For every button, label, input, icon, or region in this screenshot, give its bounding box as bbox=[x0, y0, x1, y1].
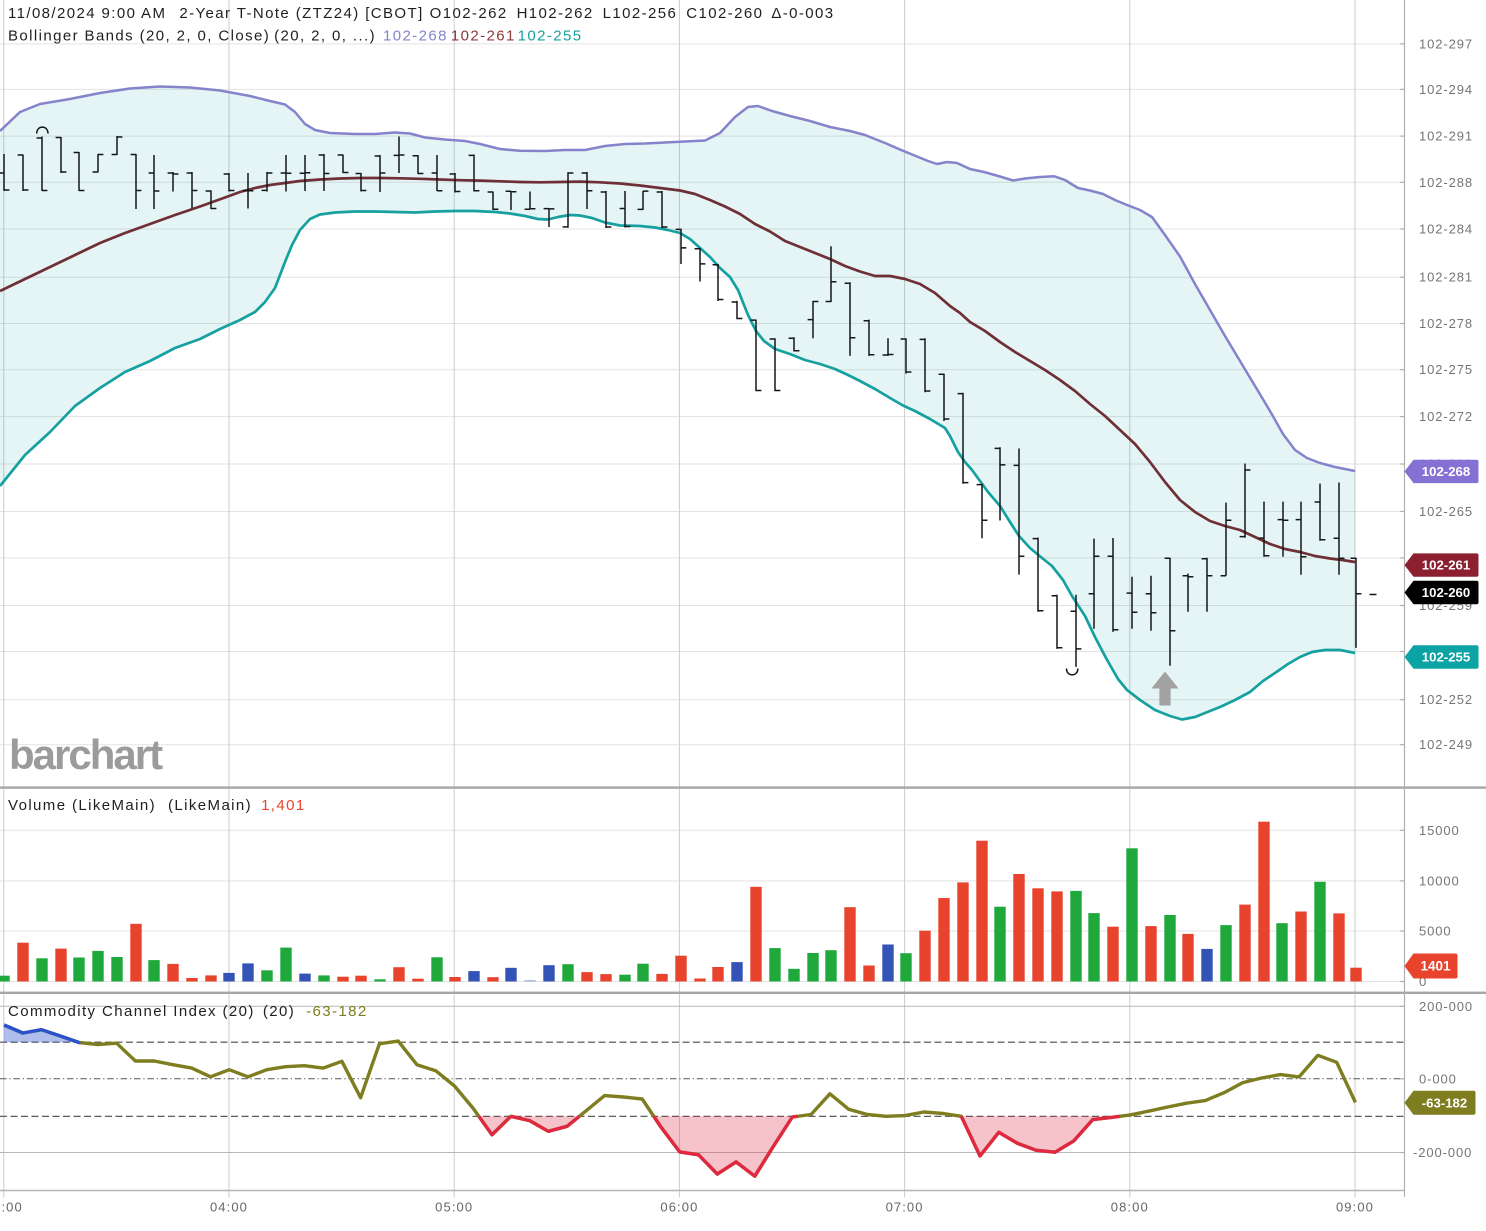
svg-text:102-272: 102-272 bbox=[1419, 409, 1473, 424]
svg-text:1401: 1401 bbox=[1420, 959, 1451, 974]
svg-text:10000: 10000 bbox=[1419, 873, 1460, 888]
svg-text:Commodity Channel Index (20)(2: Commodity Channel Index (20) (20) -63-182 bbox=[8, 1003, 368, 1020]
svg-text:102-260: 102-260 bbox=[1422, 585, 1470, 600]
svg-text:barchart: barchart bbox=[9, 731, 163, 778]
svg-text:Bollinger Bands (20, 2, 0, Clo: Bollinger Bands (20, 2, 0, Close) (20, 2,… bbox=[8, 28, 583, 45]
svg-text:102-255: 102-255 bbox=[1422, 650, 1470, 665]
svg-text:102-281: 102-281 bbox=[1419, 270, 1473, 285]
svg-text:11/08/2024 9:00 AM2-Year T-Not: 11/08/2024 9:00 AM 2-Year T-Note (ZTZ24) … bbox=[8, 5, 835, 22]
svg-text:102-268: 102-268 bbox=[1422, 464, 1470, 479]
svg-text:06:00: 06:00 bbox=[660, 1200, 698, 1215]
svg-text:102-294: 102-294 bbox=[1419, 82, 1473, 97]
svg-text:5000: 5000 bbox=[1419, 924, 1452, 939]
svg-text:102-265: 102-265 bbox=[1419, 504, 1473, 519]
svg-text:102-249: 102-249 bbox=[1419, 737, 1473, 752]
svg-text:-63-182: -63-182 bbox=[1422, 1095, 1467, 1110]
svg-text:200-000: 200-000 bbox=[1419, 999, 1473, 1014]
svg-text:102-297: 102-297 bbox=[1419, 36, 1473, 51]
svg-text:-200-000: -200-000 bbox=[1413, 1145, 1472, 1160]
svg-text:0: 0 bbox=[1419, 974, 1427, 989]
svg-text:0-000: 0-000 bbox=[1419, 1071, 1457, 1086]
svg-text:102-284: 102-284 bbox=[1419, 222, 1473, 237]
svg-text:102-288: 102-288 bbox=[1419, 175, 1473, 190]
svg-text:09:00: 09:00 bbox=[1336, 1200, 1374, 1215]
svg-text:15000: 15000 bbox=[1419, 823, 1460, 838]
svg-text:102-275: 102-275 bbox=[1419, 362, 1473, 377]
svg-text:102-278: 102-278 bbox=[1419, 316, 1473, 331]
svg-text:102-261: 102-261 bbox=[1422, 558, 1470, 573]
svg-text:04:00: 04:00 bbox=[210, 1200, 248, 1215]
svg-text:03:00: 03:00 bbox=[0, 1200, 23, 1215]
svg-text:08:00: 08:00 bbox=[1111, 1200, 1149, 1215]
svg-text:102-252: 102-252 bbox=[1419, 692, 1473, 707]
svg-text:102-291: 102-291 bbox=[1419, 129, 1473, 144]
svg-text:07:00: 07:00 bbox=[886, 1200, 924, 1215]
svg-text:05:00: 05:00 bbox=[435, 1200, 473, 1215]
